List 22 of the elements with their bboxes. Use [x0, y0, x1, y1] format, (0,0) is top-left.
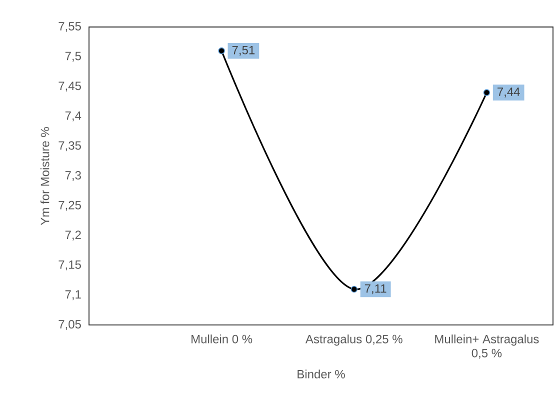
- y-tick-label: 7,4: [65, 112, 82, 122]
- data-label: 7,51: [232, 46, 255, 56]
- x-axis-title: Binder %: [298, 370, 345, 378]
- x-tick-label: Mullein+ Astragalus 0,5 %: [435, 334, 539, 359]
- point: [350, 286, 358, 293]
- y-axis-title: Ym for Moisture %: [40, 127, 50, 226]
- point: [218, 47, 225, 54]
- x-tick-label: Mullein 0 %: [192, 334, 252, 344]
- data-label: 7,11: [364, 284, 386, 294]
- y-tick-label: 7,35: [58, 141, 81, 152]
- y-tick-label: 7,45: [58, 82, 81, 92]
- y-tick-label: 7,55: [58, 22, 81, 32]
- y-tick-label: 7,05: [58, 320, 81, 330]
- y-tick-label: 7,3: [65, 171, 81, 181]
- y-tick-label: 7,5: [65, 52, 81, 62]
- x-tick-label: Astragalus 0,25 %: [305, 334, 402, 346]
- y-tick-label: 7,1: [65, 290, 81, 300]
- point: [483, 89, 490, 96]
- y-tick-label: 7,15: [58, 260, 81, 270]
- y-tick-label: 7,25: [58, 200, 81, 211]
- y-tick-label: 7,2: [65, 230, 81, 241]
- data-label: 7,44: [498, 88, 520, 98]
